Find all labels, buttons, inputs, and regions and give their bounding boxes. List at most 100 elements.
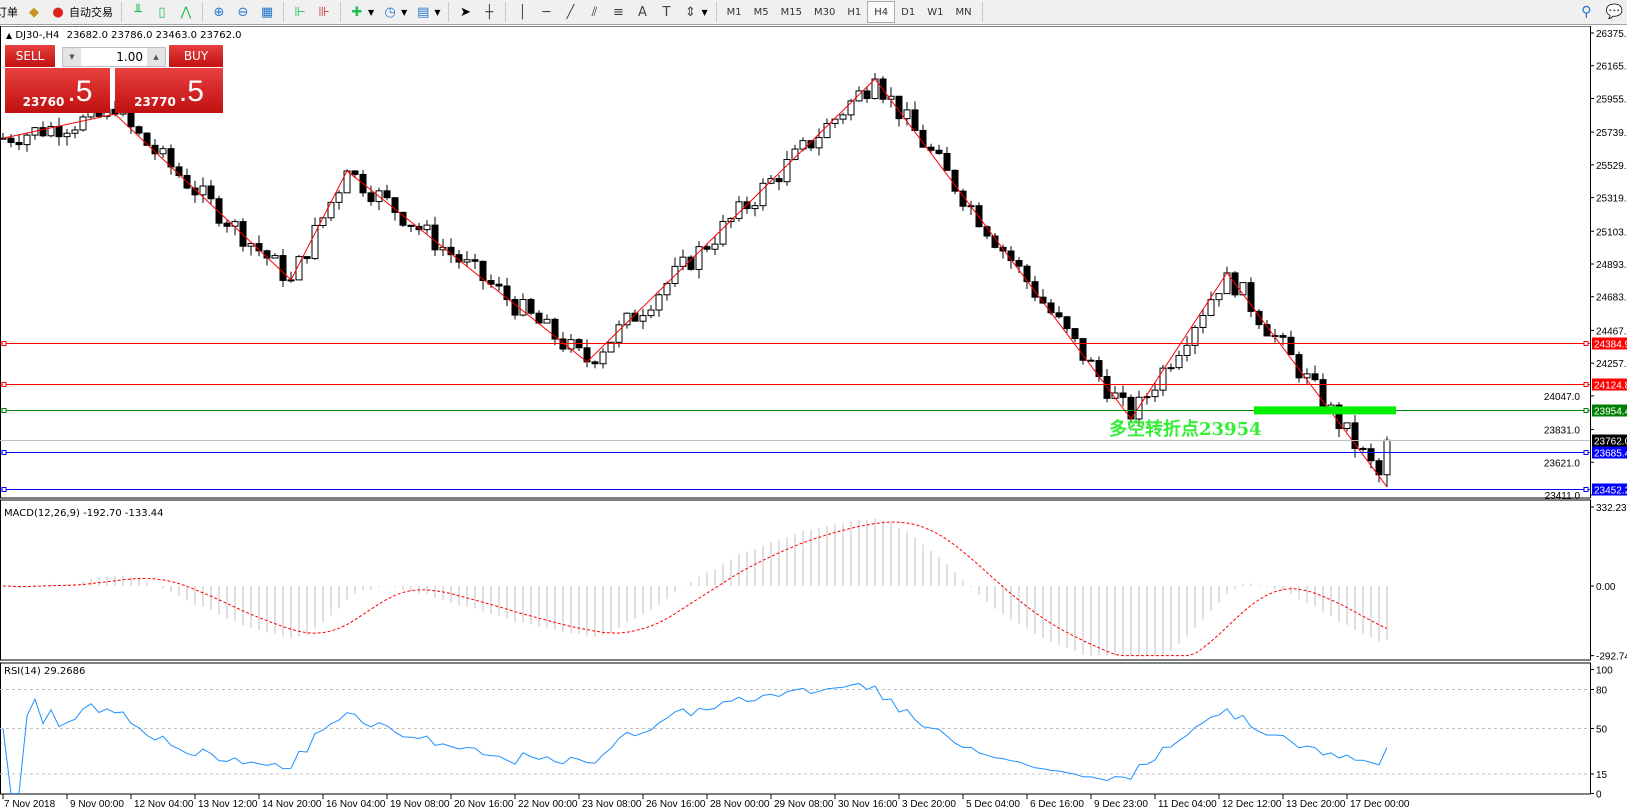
history-button[interactable]: ◆ bbox=[22, 1, 46, 23]
main-pane bbox=[0, 26, 1591, 499]
crosshair-button[interactable]: ┼ bbox=[477, 1, 501, 23]
candle bbox=[431, 224, 439, 251]
auto-scroll-button[interactable]: ⊩ bbox=[288, 1, 312, 23]
buy-price-button[interactable]: 23770.5 bbox=[115, 68, 223, 113]
line-chart-button[interactable]: ⋀ bbox=[174, 1, 198, 23]
templates-button[interactable]: ▤ ▼ bbox=[411, 1, 444, 23]
candle bbox=[1151, 389, 1159, 398]
candle bbox=[1287, 336, 1295, 356]
candle bbox=[1055, 312, 1063, 318]
chat-icon[interactable]: 💬 bbox=[1605, 4, 1623, 20]
time-axis-label: 20 Nov 16:00 bbox=[454, 799, 514, 810]
candle bbox=[935, 149, 943, 154]
candle bbox=[207, 185, 215, 200]
channel-button[interactable]: ⫽ bbox=[582, 1, 606, 23]
timeframe-m1[interactable]: M1 bbox=[726, 6, 742, 18]
time-axis-label: 9 Nov 00:00 bbox=[70, 799, 124, 810]
price-tag-label: 23685.4 bbox=[1594, 449, 1627, 460]
timeframe-m15[interactable]: M15 bbox=[780, 6, 802, 18]
line-handle[interactable] bbox=[1, 341, 7, 346]
line-handle[interactable] bbox=[1, 487, 7, 492]
rsi-label: RSI(14) 29.2686 bbox=[4, 666, 86, 677]
candle bbox=[703, 246, 711, 250]
text-button[interactable]: A bbox=[630, 1, 654, 23]
price-tag-label: 24124.8 bbox=[1594, 381, 1627, 392]
collapse-arrow-icon[interactable]: ▲ bbox=[6, 31, 13, 40]
price-axis-label: 23621.0 bbox=[1544, 458, 1581, 469]
line-handle[interactable] bbox=[1583, 341, 1589, 346]
candle bbox=[63, 132, 71, 138]
volume-value[interactable]: 1.00 bbox=[116, 50, 143, 64]
line-handle[interactable] bbox=[1, 382, 7, 387]
price-tag-label: 23452.2 bbox=[1594, 486, 1627, 497]
time-axis-label: 16 Nov 04:00 bbox=[326, 799, 386, 810]
timeframe-mn[interactable]: MN bbox=[955, 6, 972, 18]
book-icon: ◆ bbox=[29, 4, 39, 20]
timeframe-h1[interactable]: H1 bbox=[847, 6, 862, 18]
candle bbox=[39, 127, 47, 137]
annotation-text[interactable]: 多空转折点23954 bbox=[1109, 419, 1262, 440]
price-axis-label: 24047.0 bbox=[1544, 392, 1581, 403]
zoom-in-button[interactable]: ⊕ bbox=[207, 1, 231, 23]
annotation-bar[interactable] bbox=[1254, 406, 1396, 415]
candle bbox=[1199, 314, 1207, 328]
candle bbox=[1135, 396, 1143, 420]
timeframe-w1[interactable]: W1 bbox=[927, 6, 944, 18]
orders-button[interactable]: 订单 bbox=[0, 1, 22, 23]
volume-field[interactable]: ▼ 1.00 ▲ bbox=[62, 47, 166, 67]
line-handle[interactable] bbox=[1583, 450, 1589, 455]
sell-price-button[interactable]: 23760.5 bbox=[5, 68, 110, 113]
text-icon: A bbox=[638, 4, 647, 20]
candle bbox=[47, 125, 55, 137]
chart-area[interactable]: 26375.0 26165.0 25955.0 25739.0 25529.0 25319… bbox=[0, 26, 1627, 811]
chart-shift-button[interactable]: ⊪ bbox=[312, 1, 336, 23]
time-axis-label: 12 Nov 04:00 bbox=[134, 799, 194, 810]
autotrade-button[interactable]: ● 自动交易 bbox=[46, 1, 117, 23]
volume-decrease-button[interactable]: ▼ bbox=[63, 48, 81, 66]
cursor-button[interactable]: ➤ bbox=[453, 1, 477, 23]
candle bbox=[599, 351, 607, 365]
candle-chart-button[interactable]: ▯ bbox=[150, 1, 174, 23]
divider bbox=[448, 2, 450, 22]
candle bbox=[143, 132, 151, 146]
line-handle[interactable] bbox=[1583, 487, 1589, 492]
tile-windows-button[interactable]: ▦ bbox=[255, 1, 279, 23]
price-axis-label: 24467.0 bbox=[1596, 326, 1627, 337]
line-handle[interactable] bbox=[1, 408, 7, 413]
buy-button[interactable]: BUY bbox=[169, 45, 223, 67]
volume-increase-button[interactable]: ▲ bbox=[147, 48, 165, 66]
time-axis-label: 5 Dec 04:00 bbox=[966, 799, 1020, 810]
zoom-out-button[interactable]: ⊖ bbox=[231, 1, 255, 23]
fibo-button[interactable]: ≡ bbox=[606, 1, 630, 23]
indicators-button[interactable]: ✚ ▼ bbox=[345, 1, 378, 23]
candle bbox=[959, 190, 967, 207]
timeframe-m30[interactable]: M30 bbox=[813, 6, 836, 18]
candle bbox=[759, 182, 767, 207]
trendline-button[interactable]: ╱ bbox=[558, 1, 582, 23]
sell-button[interactable]: SELL bbox=[5, 45, 55, 67]
search-icon[interactable]: ⚲ bbox=[1581, 4, 1592, 20]
orders-label: 订单 bbox=[0, 6, 18, 19]
periods-button[interactable]: ◷ ▼ bbox=[378, 1, 411, 23]
horizontal-line-button[interactable]: ─ bbox=[534, 1, 558, 23]
text-label-button[interactable]: T bbox=[654, 1, 678, 23]
price-axis-label: 25319.0 bbox=[1596, 194, 1627, 205]
timeframe-m5[interactable]: M5 bbox=[753, 6, 769, 18]
line-handle[interactable] bbox=[1583, 408, 1589, 413]
line-handle[interactable] bbox=[1, 450, 7, 455]
candle bbox=[943, 152, 951, 171]
arrows-button[interactable]: ⇕ ▼ bbox=[678, 1, 711, 23]
candle bbox=[1383, 439, 1391, 476]
candle bbox=[239, 221, 247, 247]
line-handle[interactable] bbox=[1583, 382, 1589, 387]
timeframe-d1[interactable]: D1 bbox=[901, 6, 916, 18]
candle bbox=[607, 341, 615, 353]
bar-chart-button[interactable]: ╨ bbox=[126, 1, 150, 23]
template-icon: ▤ bbox=[417, 4, 430, 20]
candle bbox=[311, 224, 319, 260]
buy-price: 23770 bbox=[134, 95, 176, 109]
candle bbox=[1087, 359, 1095, 362]
vertical-line-button[interactable]: │ bbox=[510, 1, 534, 23]
divider bbox=[505, 2, 507, 22]
timeframe-h4[interactable]: H4 bbox=[867, 1, 896, 23]
